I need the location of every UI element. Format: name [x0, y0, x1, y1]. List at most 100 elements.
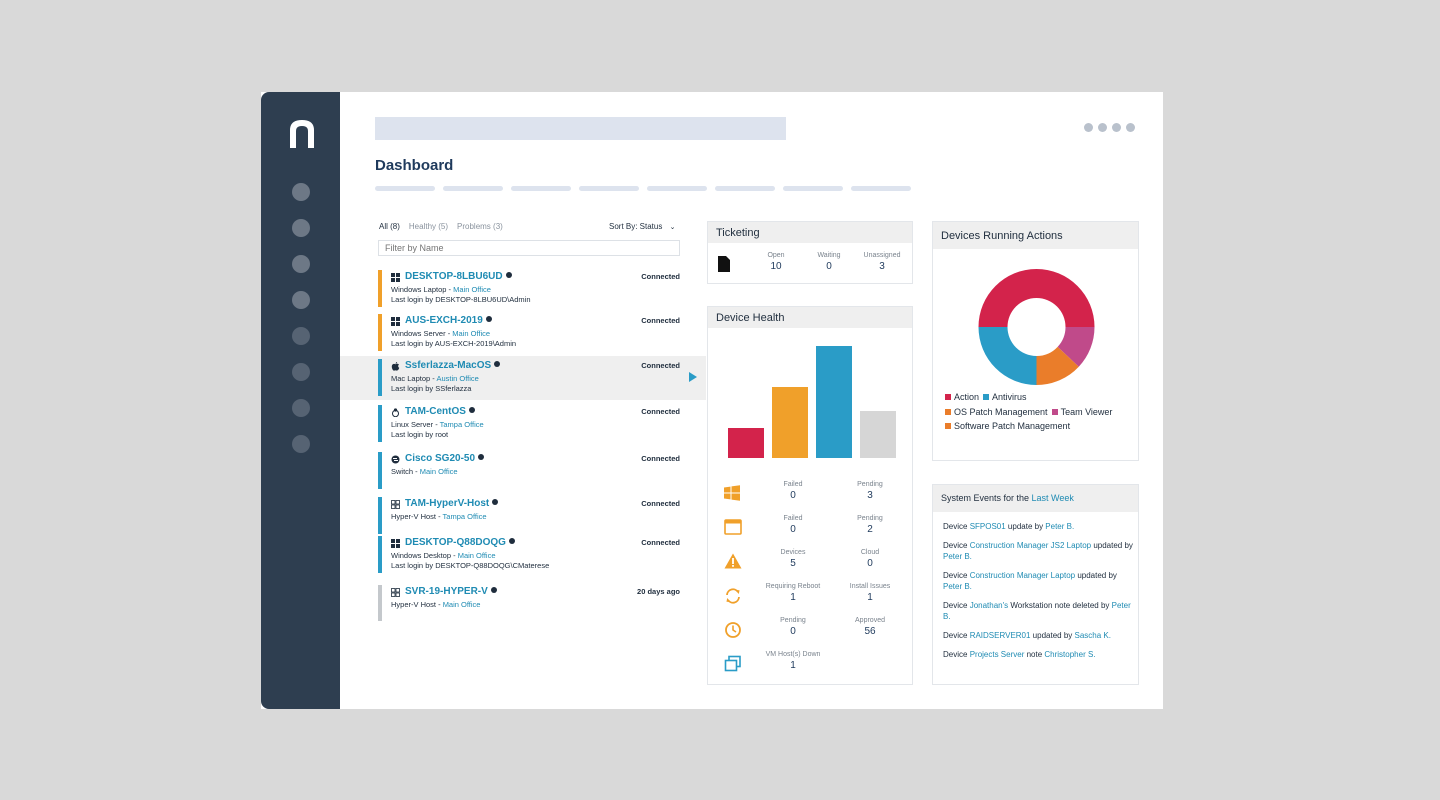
- info-icon[interactable]: [492, 499, 499, 505]
- ticket-open[interactable]: Open 10: [767, 252, 785, 272]
- device-location-link[interactable]: Tampa Office: [442, 512, 487, 521]
- legend-item[interactable]: Antivirus: [983, 392, 1027, 402]
- device-row[interactable]: Cisco SG20-50 Switch - Main Office Connect…: [340, 449, 706, 493]
- device-location-link[interactable]: Main Office: [419, 467, 458, 476]
- device-row[interactable]: TAM-HyperV-Host Hyper-V Host - Tampa Offi…: [340, 494, 706, 538]
- filter-by-name-input[interactable]: [378, 240, 680, 256]
- tab-1[interactable]: [375, 186, 435, 191]
- event-link[interactable]: Sascha K.: [1074, 631, 1111, 640]
- event-link[interactable]: Construction Manager Laptop: [969, 571, 1076, 580]
- vm-host-icon[interactable]: [724, 655, 742, 673]
- filter-all[interactable]: All (8): [379, 222, 400, 231]
- health-stat[interactable]: Failed 0: [753, 481, 833, 501]
- play-arrow-icon[interactable]: [689, 372, 697, 382]
- filter-problems[interactable]: Problems (3): [457, 222, 503, 231]
- event-link[interactable]: Construction Manager JS2 Laptop: [969, 541, 1092, 550]
- event-link[interactable]: Peter B.: [943, 552, 972, 561]
- separator: -: [413, 467, 420, 476]
- event-link[interactable]: Jonathan's: [969, 601, 1009, 610]
- tab-3[interactable]: [511, 186, 571, 191]
- device-name[interactable]: Ssferlazza-MacOS: [405, 360, 501, 371]
- device-location-link[interactable]: Tampa Office: [439, 420, 484, 429]
- event-link[interactable]: RAIDSERVER01: [969, 631, 1031, 640]
- device-name[interactable]: TAM-HyperV-Host: [405, 498, 499, 509]
- nav-item-8[interactable]: [292, 435, 310, 453]
- nav-item-5[interactable]: [292, 327, 310, 345]
- device-type-text: Switch: [391, 467, 414, 476]
- windows-icon[interactable]: [724, 485, 742, 503]
- device-location-link[interactable]: Main Office: [453, 285, 491, 294]
- health-stat[interactable]: Failed 0: [753, 515, 833, 535]
- health-stat[interactable]: VM Host(s) Down 1: [753, 651, 833, 671]
- legend-item[interactable]: Team Viewer: [1051, 407, 1112, 417]
- health-stat[interactable]: Requiring Reboot 1: [753, 583, 833, 603]
- device-row[interactable]: Ssferlazza-MacOS Mac Laptop - Austin Offi…: [340, 356, 706, 400]
- legend-item[interactable]: Software Patch Management: [945, 421, 1070, 431]
- device-name[interactable]: TAM-CentOS: [405, 406, 475, 417]
- ticket-waiting[interactable]: Waiting 0: [817, 252, 841, 272]
- nav-item-7[interactable]: [292, 399, 310, 417]
- nav-item-2[interactable]: [292, 219, 310, 237]
- global-search-bar[interactable]: [375, 117, 786, 140]
- tab-6[interactable]: [715, 186, 775, 191]
- health-stat[interactable]: Pending 0: [753, 617, 833, 637]
- nav-item-1[interactable]: [292, 183, 310, 201]
- nav-item-6[interactable]: [292, 363, 310, 381]
- ticket-unassigned[interactable]: Unassigned 3: [863, 252, 901, 272]
- health-stat-value: 0: [790, 626, 796, 637]
- sort-label: Sort By: Status: [609, 222, 663, 231]
- info-icon[interactable]: [490, 587, 497, 593]
- info-icon[interactable]: [508, 538, 515, 544]
- legend-item[interactable]: OS Patch Management: [945, 407, 1048, 417]
- nav-item-4[interactable]: [292, 291, 310, 309]
- device-row[interactable]: SVR-19-HYPER-V Hyper-V Host - Main Office…: [340, 582, 706, 626]
- device-location-link[interactable]: Austin Office: [436, 374, 479, 383]
- device-location-link[interactable]: Main Office: [457, 551, 496, 560]
- device-name[interactable]: AUS-EXCH-2019: [405, 315, 492, 326]
- info-icon[interactable]: [478, 454, 485, 460]
- tab-4[interactable]: [579, 186, 639, 191]
- tab-7[interactable]: [783, 186, 843, 191]
- device-name[interactable]: DESKTOP-8LBU6UD: [405, 271, 512, 282]
- refresh-icon[interactable]: [724, 587, 742, 605]
- filter-healthy[interactable]: Healthy (5): [408, 222, 449, 231]
- last-week-link[interactable]: Last Week: [1031, 493, 1074, 503]
- event-link[interactable]: Peter B.: [943, 582, 972, 591]
- tab-2[interactable]: [443, 186, 503, 191]
- health-stat[interactable]: Pending 3: [830, 481, 910, 501]
- device-name[interactable]: DESKTOP-Q88DOQG: [405, 537, 515, 548]
- device-row[interactable]: AUS-EXCH-2019 Windows Server - Main Offic…: [340, 311, 706, 355]
- device-location-link[interactable]: Main Office: [452, 329, 491, 338]
- more-options-icon[interactable]: [1084, 123, 1135, 132]
- device-name[interactable]: SVR-19-HYPER-V: [405, 586, 497, 597]
- clock-icon[interactable]: [724, 621, 742, 639]
- nav-item-3[interactable]: [292, 255, 310, 273]
- health-stat[interactable]: Pending 2: [830, 515, 910, 535]
- event-link[interactable]: Peter B.: [943, 601, 1131, 621]
- event-link[interactable]: SFPOS01: [969, 522, 1006, 531]
- tab-8[interactable]: [851, 186, 911, 191]
- info-icon[interactable]: [468, 407, 475, 413]
- device-location-link[interactable]: Main Office: [442, 600, 481, 609]
- window-icon[interactable]: [724, 519, 742, 537]
- event-link[interactable]: Christopher S.: [1044, 650, 1096, 659]
- event-link[interactable]: Projects Server: [969, 650, 1025, 659]
- device-row[interactable]: DESKTOP-8LBU6UD Windows Laptop - Main Off…: [340, 267, 706, 311]
- sort-dropdown[interactable]: Sort By: Status ⌄: [609, 222, 675, 231]
- info-icon[interactable]: [494, 361, 501, 367]
- event-link[interactable]: Peter B.: [1045, 522, 1075, 531]
- device-row[interactable]: DESKTOP-Q88DOQG Windows Desktop - Main Of…: [340, 533, 706, 577]
- device-name[interactable]: Cisco SG20-50: [405, 453, 485, 464]
- tab-5[interactable]: [647, 186, 707, 191]
- health-stat-label: Pending: [780, 617, 806, 624]
- health-stat[interactable]: Approved 56: [830, 617, 910, 637]
- warning-icon[interactable]: [724, 553, 742, 571]
- legend-item[interactable]: Action: [945, 392, 979, 402]
- health-stat[interactable]: Cloud 0: [830, 549, 910, 569]
- device-row[interactable]: TAM-CentOS Linux Server - Tampa Office Las…: [340, 402, 706, 446]
- health-stat[interactable]: Install Issues 1: [830, 583, 910, 603]
- info-icon[interactable]: [505, 272, 512, 278]
- ninja-logo[interactable]: [288, 118, 316, 148]
- health-stat[interactable]: Devices 5: [753, 549, 833, 569]
- info-icon[interactable]: [485, 316, 492, 322]
